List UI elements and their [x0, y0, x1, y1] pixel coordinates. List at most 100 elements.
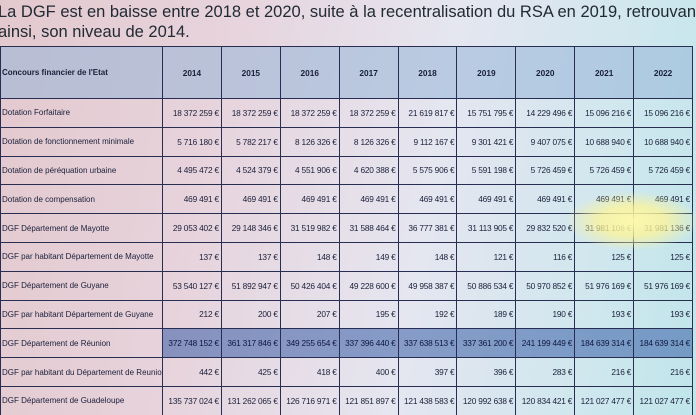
table-cell: 53 540 127 €	[162, 270, 222, 301]
header-year: 2018	[397, 46, 458, 99]
table-cell: 31 981 136 €	[633, 213, 694, 243]
row-label: DGF Département de Guyane	[0, 270, 163, 301]
table-cell: 10 688 940 €	[574, 126, 635, 157]
table-cell: 36 777 381 €	[397, 213, 458, 243]
table-cell: 121 027 477 €	[574, 385, 635, 415]
table-cell: 400 €	[338, 357, 399, 387]
table-cell: 149 €	[338, 241, 399, 272]
table-row: DGF par habitant Département de Guyane 21…	[0, 299, 694, 330]
row-label: Dotation de compensation	[0, 184, 163, 215]
table-row: DGF par habitant Département de Mayotte 1…	[0, 241, 694, 272]
table-cell: 50 886 534 €	[456, 270, 517, 301]
table-cell: 125 €	[633, 241, 694, 272]
table-cell: 137 €	[162, 241, 222, 272]
header-label: Concours financier de l'Etat	[0, 46, 163, 99]
table-cell: 184 639 314 €	[574, 328, 635, 359]
table-cell: 31 588 464 €	[338, 213, 399, 243]
table-cell: 418 €	[279, 357, 340, 387]
table-cell: 116 €	[515, 241, 576, 272]
table-cell: 50 970 852 €	[515, 270, 576, 301]
intro-text: La DGF est en baisse entre 2018 et 2020,…	[0, 2, 696, 42]
table-row: DGF Département de Guyane 53 540 127 € 51 …	[0, 270, 694, 301]
table-cell: 396 €	[456, 357, 517, 387]
table-cell: 195 €	[338, 299, 399, 330]
table-cell: 469 491 €	[162, 184, 222, 215]
table-cell: 8 126 326 €	[338, 126, 399, 157]
table-cell: 425 €	[220, 357, 281, 387]
table-cell: 49 958 387 €	[397, 270, 458, 301]
table-cell: 126 716 971 €	[279, 385, 340, 415]
header-year: 2014	[162, 46, 222, 99]
table-cell: 15 096 216 €	[633, 98, 694, 128]
table-cell: 337 396 440 €	[338, 328, 399, 359]
table-cell: 469 491 €	[456, 184, 517, 215]
table-cell: 9 301 421 €	[456, 126, 517, 157]
table-cell: 18 372 259 €	[220, 98, 281, 128]
table-row: DGF Département de Mayotte 29 053 402 €29…	[0, 213, 694, 243]
dgf-table: Concours financier de l'Etat 2014 2015 2…	[0, 46, 694, 415]
table-cell: 349 255 654 €	[279, 328, 340, 359]
table-cell: 121 851 897 €	[338, 385, 399, 415]
table-body: Dotation Forfaitaire 18 372 259 €18 372 2…	[0, 98, 694, 415]
table-cell: 469 491 €	[220, 184, 281, 215]
row-label: Dotation de fonctionnement minimale	[0, 126, 163, 157]
table-cell: 31 113 905 €	[456, 213, 517, 243]
table-cell: 200 €	[220, 299, 281, 330]
table-cell: 5 591 198 €	[456, 155, 517, 186]
table-cell: 148 €	[279, 241, 340, 272]
table-cell: 216 €	[633, 357, 694, 387]
row-label: Dotation Forfaitaire	[0, 98, 163, 128]
table-cell: 148 €	[397, 241, 458, 272]
table-cell: 29 053 402 €	[162, 213, 222, 243]
table-cell: 120 992 638 €	[456, 385, 517, 415]
table-cell: 21 619 817 €	[397, 98, 458, 128]
table-cell: 469 491 €	[515, 184, 576, 215]
table-cell: 469 491 €	[574, 184, 635, 215]
table-cell: 137 €	[220, 241, 281, 272]
row-label: DGF par habitant Département de Mayotte	[0, 241, 163, 272]
table-cell: 131 262 065 €	[220, 385, 281, 415]
table-cell: 283 €	[515, 357, 576, 387]
row-label: DGF Département de Mayotte	[0, 213, 163, 243]
table-cell: 361 317 846 €	[220, 328, 281, 359]
table-row: DGF Département de Réunion 372 748 152 €3…	[0, 328, 694, 359]
table-cell: 4 620 388 €	[338, 155, 399, 186]
table-cell: 10 688 940 €	[633, 126, 694, 157]
table-cell: 5 726 459 €	[633, 155, 694, 186]
row-label: DGF par habitant du Département de Reuni…	[0, 357, 163, 387]
table-cell: 216 €	[574, 357, 635, 387]
table-cell: 5 726 459 €	[574, 155, 635, 186]
table-cell: 51 976 169 €	[633, 270, 694, 301]
table-cell: 4 551 906 €	[279, 155, 340, 186]
table-row: Dotation de compensation 469 491 €469 491…	[0, 184, 694, 215]
table-row: DGF par habitant du Département de Reuni…	[0, 357, 694, 387]
table-cell: 18 372 259 €	[162, 98, 222, 128]
table-cell: 241 199 449 €	[515, 328, 576, 359]
table-cell: 212 €	[162, 299, 222, 330]
dgf-table-container: Concours financier de l'Etat 2014 2015 2…	[0, 46, 696, 415]
table-cell: 190 €	[515, 299, 576, 330]
table-cell: 207 €	[279, 299, 340, 330]
table-cell: 121 438 583 €	[397, 385, 458, 415]
table-cell: 125 €	[574, 241, 635, 272]
table-cell: 29 148 346 €	[220, 213, 281, 243]
table-cell: 15 751 795 €	[456, 98, 517, 128]
table-cell: 337 638 513 €	[397, 328, 458, 359]
table-cell: 14 229 496 €	[515, 98, 576, 128]
table-row: Dotation de péréquation urbaine 4 495 472…	[0, 155, 694, 186]
table-cell: 469 491 €	[338, 184, 399, 215]
row-label: DGF Département de Réunion	[0, 328, 163, 359]
table-cell: 5 575 906 €	[397, 155, 458, 186]
table-cell: 15 096 216 €	[574, 98, 635, 128]
header-year: 2017	[338, 46, 399, 99]
table-cell: 469 491 €	[633, 184, 694, 215]
table-cell: 120 834 421 €	[515, 385, 576, 415]
table-cell: 192 €	[397, 299, 458, 330]
table-cell: 372 748 152 €	[162, 328, 222, 359]
header-year: 2021	[574, 46, 635, 99]
table-cell: 4 524 379 €	[220, 155, 281, 186]
table-cell: 189 €	[456, 299, 517, 330]
table-cell: 18 372 259 €	[338, 98, 399, 128]
table-cell: 50 426 404 €	[279, 270, 340, 301]
table-cell: 5 726 459 €	[515, 155, 576, 186]
